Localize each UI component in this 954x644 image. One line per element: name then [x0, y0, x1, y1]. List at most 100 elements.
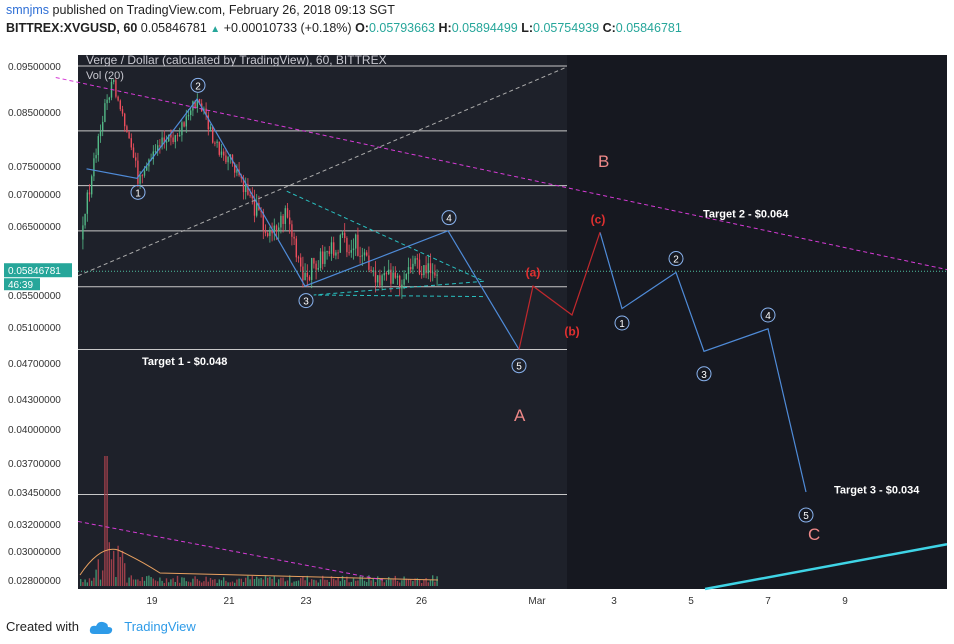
candle-body [396, 275, 399, 278]
tradingview-brand[interactable]: TradingView [124, 619, 196, 634]
volume-bar [377, 576, 379, 586]
wave-label-5-circle [511, 358, 527, 374]
candle-body [253, 198, 256, 216]
volume-bar [251, 575, 253, 586]
volume-bar [313, 579, 315, 586]
candle-body [372, 270, 374, 272]
candle-body [429, 263, 432, 274]
volume-bar [399, 582, 401, 586]
candle-body [242, 178, 245, 193]
candle-body [352, 248, 355, 251]
volume-bar [174, 581, 176, 586]
candle-body [436, 274, 438, 276]
volume-bar [205, 576, 207, 586]
candle-body [102, 121, 104, 131]
volume-bar [203, 581, 205, 586]
wave-1-5-path [86, 98, 520, 350]
volume-bar [110, 559, 113, 586]
wave-label-red: (c) [591, 213, 606, 227]
volume-bar [126, 582, 128, 586]
volume-bar [297, 580, 300, 586]
volume-bar [176, 575, 179, 586]
candle-body [313, 258, 315, 264]
volume-bar [190, 582, 192, 586]
open-label: O: [355, 21, 369, 35]
volume-bar [423, 579, 425, 586]
volume-bar [168, 582, 170, 586]
candle-body [143, 170, 146, 176]
candle-body [88, 192, 91, 195]
candle-body [135, 157, 137, 161]
candle-body [236, 169, 238, 173]
candle-body [132, 147, 135, 158]
history-background [78, 55, 567, 589]
volume-bar [249, 579, 251, 586]
candle-body [187, 114, 190, 117]
y-tick-label: 0.03450000 [8, 488, 61, 499]
y-tick-label: 0.03200000 [8, 520, 61, 531]
volume-bar [165, 578, 168, 586]
candle-body [374, 270, 377, 283]
volume-bar [284, 581, 286, 586]
volume-bar [357, 580, 359, 586]
high-value: 0.05894499 [451, 21, 518, 35]
x-tick-label: Mar [528, 596, 546, 607]
volume-bar [91, 580, 93, 586]
volume-bar [291, 582, 293, 586]
candle-body [286, 208, 289, 218]
x-tick-label: 5 [688, 596, 694, 607]
volume-bar [352, 578, 355, 586]
x-tick-label: 23 [300, 596, 312, 607]
volume-bar [198, 580, 201, 586]
volume-bar [328, 581, 330, 586]
chart[interactable]: 0.09500000 0.08500000 0.07500000 0.07000000… [0, 40, 954, 610]
volume-bar [256, 576, 258, 586]
candle-body [357, 234, 359, 256]
candle-body [212, 126, 214, 143]
wave-label-c-3: 3 [701, 370, 707, 381]
author-name[interactable]: smnjms [6, 3, 50, 17]
volume-bar [242, 582, 245, 586]
candle-body [176, 135, 179, 137]
candle-body [106, 99, 108, 104]
volume-bar [253, 579, 256, 586]
low-label: L: [521, 21, 534, 35]
candle-body [223, 151, 225, 156]
volume-bar [418, 579, 421, 586]
candle-body [368, 255, 370, 270]
candle-body [225, 155, 227, 163]
volume-bar [379, 578, 381, 586]
volume-bar [148, 575, 150, 586]
candle-body [311, 258, 313, 280]
candle-body [434, 272, 436, 276]
volume-bar [425, 578, 427, 586]
candle-body [141, 175, 143, 177]
candle-body [399, 275, 401, 289]
volume-bar [104, 456, 106, 586]
candle-body [317, 267, 319, 270]
wave-label-c-5: 5 [803, 511, 809, 522]
candle-body [179, 135, 181, 137]
volume-trendline [77, 520, 384, 581]
volume-bar [240, 578, 242, 586]
candle-body [262, 212, 264, 231]
volume-bar [183, 577, 185, 586]
volume-bar [262, 579, 264, 586]
volume-bar [181, 577, 183, 586]
candle-body [383, 273, 385, 276]
candle-body [137, 160, 139, 184]
volume-bar [212, 579, 214, 586]
candle-body [341, 232, 344, 236]
candle-body [124, 113, 126, 127]
low-value: 0.05754939 [533, 21, 600, 35]
volume-bar [115, 577, 117, 586]
volume-bar [306, 575, 308, 586]
wave-label-1: 1 [135, 188, 141, 199]
high-label: H: [438, 21, 452, 35]
candle-body [198, 98, 201, 104]
volume-bar [86, 582, 88, 586]
volume-bar [368, 575, 370, 586]
y-tick-label: 0.04300000 [8, 395, 61, 406]
volume-bar [139, 580, 141, 586]
y-tick-label: 0.09500000 [8, 62, 61, 73]
